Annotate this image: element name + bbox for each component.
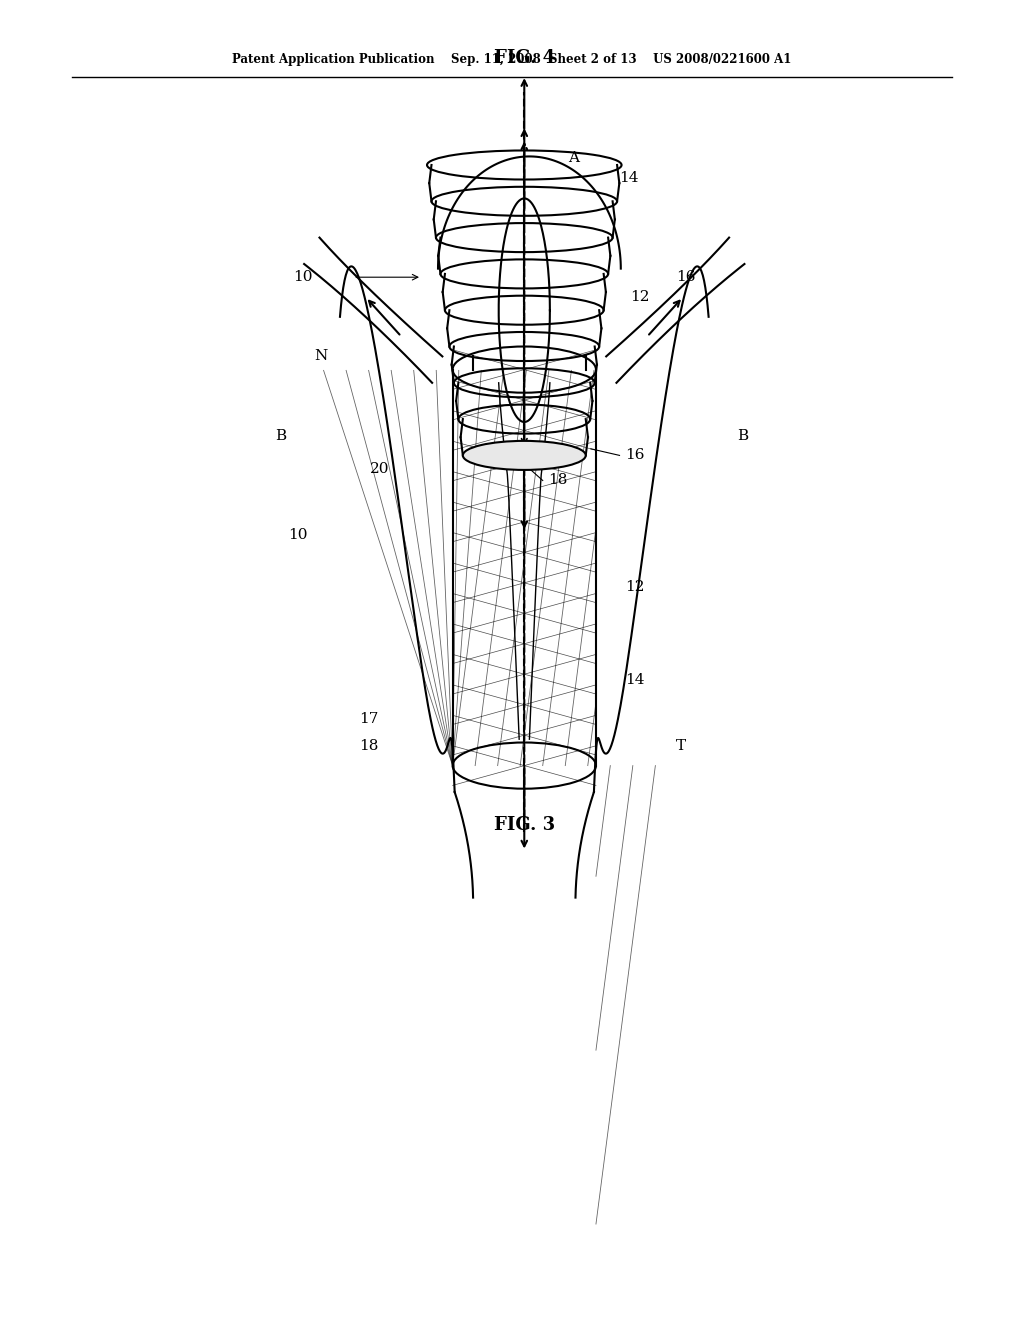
Text: 14: 14 [620, 172, 639, 185]
Text: N: N [314, 350, 328, 363]
Text: Patent Application Publication    Sep. 11, 2008  Sheet 2 of 13    US 2008/022160: Patent Application Publication Sep. 11, … [232, 53, 792, 66]
Text: B: B [275, 429, 287, 442]
Text: 18: 18 [548, 474, 567, 487]
Text: 10: 10 [293, 271, 312, 284]
Text: FIG. 3: FIG. 3 [494, 816, 555, 834]
Ellipse shape [463, 441, 586, 470]
Text: A: A [568, 152, 580, 165]
Text: 16: 16 [676, 271, 695, 284]
Text: 18: 18 [359, 739, 379, 752]
Text: T: T [676, 739, 686, 752]
Text: 10: 10 [288, 528, 307, 541]
Text: 20: 20 [370, 462, 389, 475]
Text: 12: 12 [630, 290, 649, 304]
Text: 17: 17 [359, 713, 379, 726]
Text: 16: 16 [625, 449, 644, 462]
Text: 14: 14 [625, 673, 644, 686]
Text: FIG. 4: FIG. 4 [494, 49, 555, 67]
Text: 12: 12 [625, 581, 644, 594]
Text: B: B [737, 429, 749, 442]
